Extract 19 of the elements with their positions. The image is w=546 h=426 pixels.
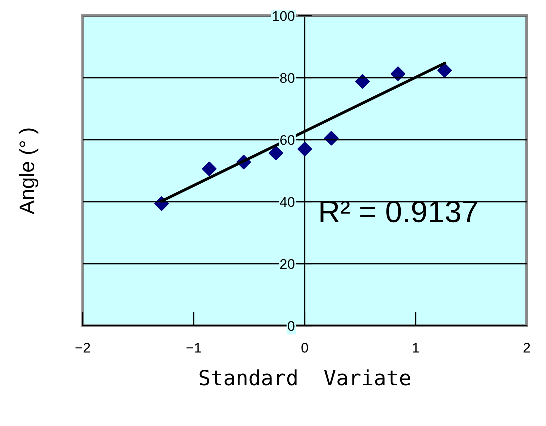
y-tick-label: 40: [280, 197, 295, 208]
x-axis-title: Standard Variate: [200, 370, 410, 386]
point: [390, 66, 406, 82]
y-tick-label: 20: [280, 259, 295, 270]
x-tick-label: 2: [524, 343, 530, 353]
point: [355, 74, 370, 90]
y-tick-label: 80: [280, 73, 295, 84]
y-tick-label: 0: [288, 321, 295, 332]
x-tick-label: −1: [186, 343, 202, 353]
y-tick-label: 100: [273, 11, 295, 22]
point: [268, 146, 284, 161]
y-axis-title: Angle (° ): [19, 128, 39, 214]
y-tick-label: 60: [280, 135, 295, 146]
x-tick-label: 0: [302, 343, 308, 353]
x-tick-label: −2: [76, 343, 90, 353]
point: [438, 63, 452, 78]
point: [298, 142, 312, 157]
x-tick-label: 1: [413, 343, 420, 353]
point: [202, 162, 217, 176]
